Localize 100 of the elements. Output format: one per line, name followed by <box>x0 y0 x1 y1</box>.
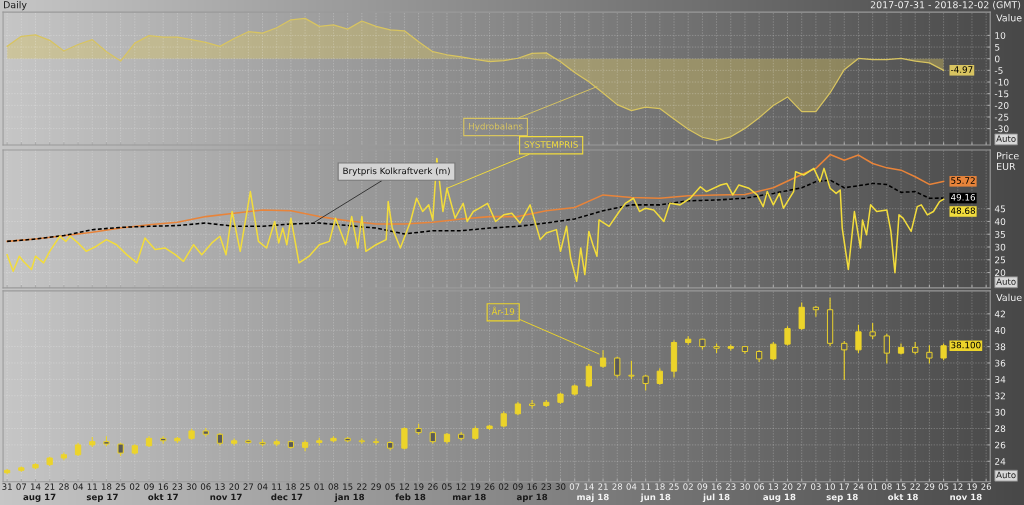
y-tick-label: 40 <box>994 326 1006 334</box>
x-tick-label: 31 <box>2 483 12 490</box>
y-tick-label: 32 <box>995 392 1005 400</box>
x2-tick-label: jan 18 <box>334 493 365 502</box>
x-tick-label: 19 <box>414 483 424 490</box>
x-tick-label: 08 <box>881 483 892 490</box>
x-tick-label: 16 <box>158 483 169 490</box>
x-tick-label: 05 <box>938 483 949 490</box>
text: Auto <box>996 471 1016 479</box>
y-axis-title: Value <box>996 14 1022 22</box>
x2-tick-label: aug 17 <box>23 493 56 502</box>
x-tick-label: 26 <box>981 483 992 490</box>
x-tick-label: 22 <box>910 483 920 490</box>
candlestick <box>798 302 805 330</box>
x-tick-label: 20 <box>229 483 240 490</box>
x-tick-label: 04 <box>257 483 268 490</box>
line-series <box>6 153 945 243</box>
x2-tick-label: nov 17 <box>210 493 242 501</box>
x2-tick-label: sep 17 <box>86 493 118 502</box>
x-tick-label: 05 <box>442 483 452 490</box>
x-tick-label: 02 <box>683 483 693 490</box>
y-tick-label: 40 <box>994 218 1006 226</box>
annotation: Brytpris Kolkraftverk (m) <box>343 167 450 176</box>
y-tick-label: 28 <box>995 425 1006 433</box>
annotation: SYSTEMPRIS <box>524 141 578 148</box>
x-tick-label: 23 <box>541 483 552 490</box>
annotation: Hydrobalans <box>469 122 523 132</box>
x-tick-label: 13 <box>768 483 779 490</box>
x-tick-label: 02 <box>129 483 140 490</box>
candlestick <box>812 305 820 317</box>
y-tick-label: 42 <box>994 310 1005 318</box>
x-tick-label: 16 <box>712 483 722 490</box>
x-tick-label: 13 <box>215 483 225 490</box>
x-tick-label: 15 <box>896 483 906 490</box>
annotation: År-19 <box>491 306 515 315</box>
x-tick-label: 28 <box>59 483 69 490</box>
y-tick-label: 30 <box>995 243 1006 251</box>
candlestick <box>401 427 408 450</box>
x-tick-label: 20 <box>782 483 793 490</box>
y-tick-label: 5 <box>995 43 1000 51</box>
x2-tick-label: jun 18 <box>640 493 671 502</box>
y-tick-label: -15 <box>994 90 1009 98</box>
x-tick-label: 18 <box>101 483 112 490</box>
x-tick-label: 04 <box>626 483 637 490</box>
x2-tick-label: nov 18 <box>950 493 982 501</box>
x-tick-label: 25 <box>669 483 679 490</box>
x-tick-label: 30 <box>740 483 750 490</box>
x2-tick-label: apr 18 <box>516 493 548 502</box>
x-tick-label: 02 <box>498 483 509 490</box>
y-tick-label: 25 <box>995 256 1006 264</box>
x-tick-label: 23 <box>725 483 736 490</box>
x-tick-label: 12 <box>456 483 466 490</box>
x-tick-label: 25 <box>300 483 310 490</box>
x-tick-label: 22 <box>357 483 367 490</box>
x-tick-label: 23 <box>172 483 183 490</box>
y-tick-label: 35 <box>995 230 1006 238</box>
y-tick-label: 30 <box>995 408 1006 416</box>
candlestick <box>855 324 862 353</box>
text: Auto <box>996 135 1016 142</box>
x-tick-label: 01 <box>867 483 878 490</box>
y-tick-label: -25 <box>994 113 1009 121</box>
x-tick-label: 26 <box>484 483 495 490</box>
candlestick <box>883 333 890 364</box>
y-tick-label: -30 <box>994 125 1009 133</box>
x-tick-label: 08 <box>328 483 339 490</box>
x-tick-label: 30 <box>186 483 197 490</box>
candlestick <box>301 440 309 452</box>
candlestick <box>784 326 791 346</box>
x2-tick-label: okt 17 <box>148 493 178 501</box>
x-tick-label: 09 <box>513 483 523 490</box>
y-tick-label: 34 <box>995 376 1006 383</box>
x-tick-label: 19 <box>470 483 481 490</box>
x-tick-label: 06 <box>200 483 211 490</box>
x-tick-label: 29 <box>371 483 381 490</box>
x-tick-label: 09 <box>697 483 708 490</box>
x2-tick-label: okt 18 <box>888 493 918 501</box>
candlestick <box>614 356 621 378</box>
x-tick-label: 28 <box>612 483 623 490</box>
x-tick-label: 14 <box>30 483 41 490</box>
candlestick <box>231 438 238 446</box>
x2-tick-label: mar 18 <box>452 493 486 501</box>
candlestick <box>841 341 848 380</box>
y-tick-label: 10 <box>995 32 1006 39</box>
x-tick-label: 27 <box>796 483 807 490</box>
y-tick-label: 0 <box>994 55 1000 63</box>
chart-title: Daily <box>4 1 27 11</box>
annotation: 48.68 <box>950 207 975 215</box>
x2-tick-label: aug 18 <box>763 493 796 502</box>
y-tick-label: 26 <box>995 441 1006 449</box>
x-tick-label: 12 <box>399 483 410 490</box>
x-tick-label: 14 <box>584 483 594 490</box>
x-tick-label: 10 <box>825 483 835 490</box>
x-tick-label: 05 <box>385 483 395 490</box>
chart-subtitle: 2017-07-31 - 2018-12-02 (GMT) <box>870 1 1021 10</box>
text: Auto <box>996 278 1016 285</box>
x2-tick-label: feb 18 <box>395 493 426 501</box>
x-tick-label: 24 <box>853 483 864 490</box>
line-series <box>6 157 945 282</box>
x-tick-label: 26 <box>427 483 438 490</box>
x-tick-label: 19 <box>967 483 977 490</box>
